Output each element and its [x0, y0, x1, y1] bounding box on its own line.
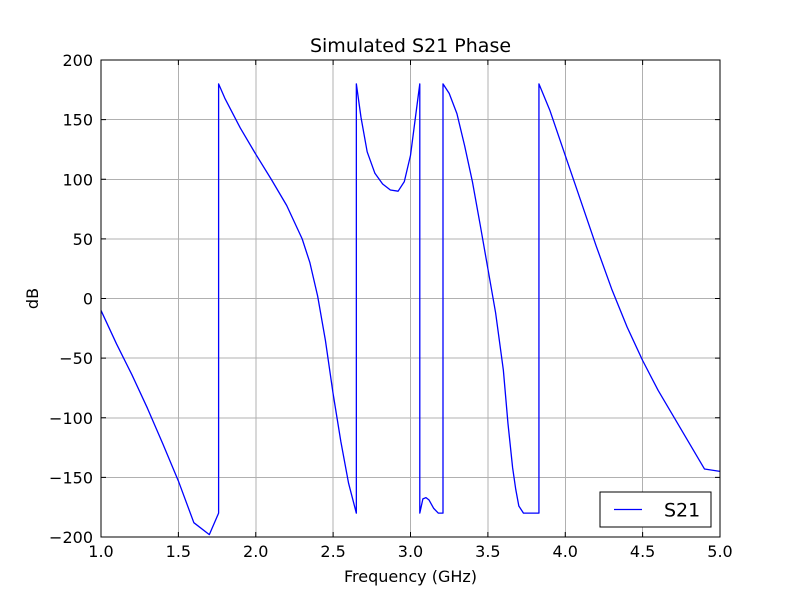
y-tick-label: 200 — [62, 51, 93, 70]
chart-title: Simulated S21 Phase — [310, 35, 511, 57]
x-axis-label: Frequency (GHz) — [344, 567, 477, 586]
x-tick-label: 2.0 — [243, 542, 268, 561]
legend: S21 — [599, 491, 712, 528]
ticks: 1.0 1.5 2.0 2.5 3.0 3.5 4.0 4.5 5.0 −200 −150 −100 −… — [49, 51, 733, 561]
x-tick-label: 4.5 — [630, 542, 655, 561]
series-line-s21 — [101, 83, 720, 536]
y-tick-label: −150 — [49, 468, 93, 487]
y-tick-label: 150 — [62, 111, 93, 130]
y-tick-label: 50 — [73, 230, 93, 249]
x-tick-label: 3.5 — [475, 542, 500, 561]
y-tick-label: −200 — [49, 528, 93, 547]
x-tick-label: 1.0 — [88, 542, 113, 561]
plot-area — [101, 83, 720, 536]
legend-label: S21 — [664, 500, 700, 522]
x-tick-label: 5.0 — [707, 542, 732, 561]
x-tick-label: 1.5 — [166, 542, 191, 561]
x-tick-label: 4.0 — [553, 542, 578, 561]
legend-box — [599, 491, 712, 528]
y-tick-label: 0 — [83, 290, 93, 309]
x-tick-label: 2.5 — [320, 542, 345, 561]
x-tick-label: 3.0 — [398, 542, 423, 561]
y-tick-label: −100 — [49, 409, 93, 428]
y-tick-label: 100 — [62, 170, 93, 189]
y-tick-label: −50 — [59, 349, 93, 368]
y-axis-label: dB — [23, 288, 42, 309]
